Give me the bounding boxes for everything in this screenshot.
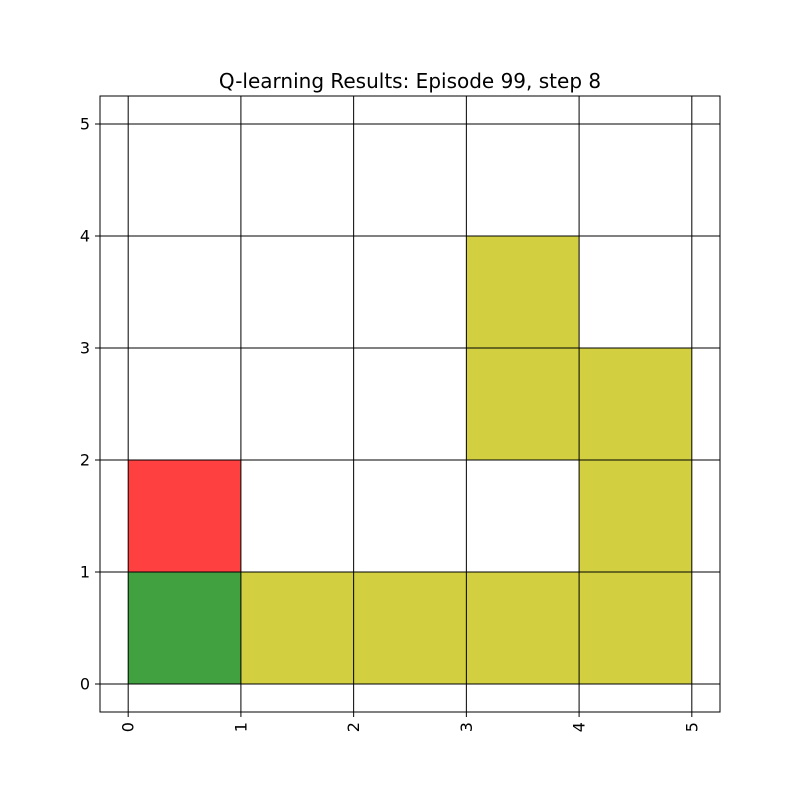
y-tick-label: 2 (80, 451, 90, 470)
grid-cell (579, 348, 692, 460)
grid-layer (100, 96, 720, 712)
y-tick-label: 3 (80, 339, 90, 358)
tick-layer: 0 1 2 3 4 5 0 1 2 3 4 5 (80, 115, 702, 733)
x-tick-label: 3 (457, 722, 476, 732)
grid-cell (466, 348, 580, 460)
x-tick-label: 0 (119, 722, 138, 732)
x-tick-label: 1 (231, 722, 250, 732)
grid-cell (579, 572, 692, 684)
grid-cell (579, 460, 692, 572)
x-tick-label: 2 (344, 722, 363, 732)
x-tick-label: 5 (682, 722, 701, 732)
y-tick-label: 1 (80, 563, 90, 582)
y-tick-label: 5 (80, 115, 90, 134)
cell-layer (128, 236, 692, 684)
y-tick-label: 0 (80, 675, 90, 694)
grid-cell (128, 572, 241, 684)
grid-cell (240, 572, 354, 684)
grid-cell (353, 572, 467, 684)
grid-cell (128, 460, 241, 572)
chart-title: Q-learning Results: Episode 99, step 8 (219, 69, 601, 93)
y-tick-label: 4 (80, 227, 90, 246)
grid-cell (466, 236, 580, 348)
x-tick-label: 4 (570, 722, 589, 732)
plot-frame (99, 95, 721, 713)
grid-cell (466, 572, 580, 684)
